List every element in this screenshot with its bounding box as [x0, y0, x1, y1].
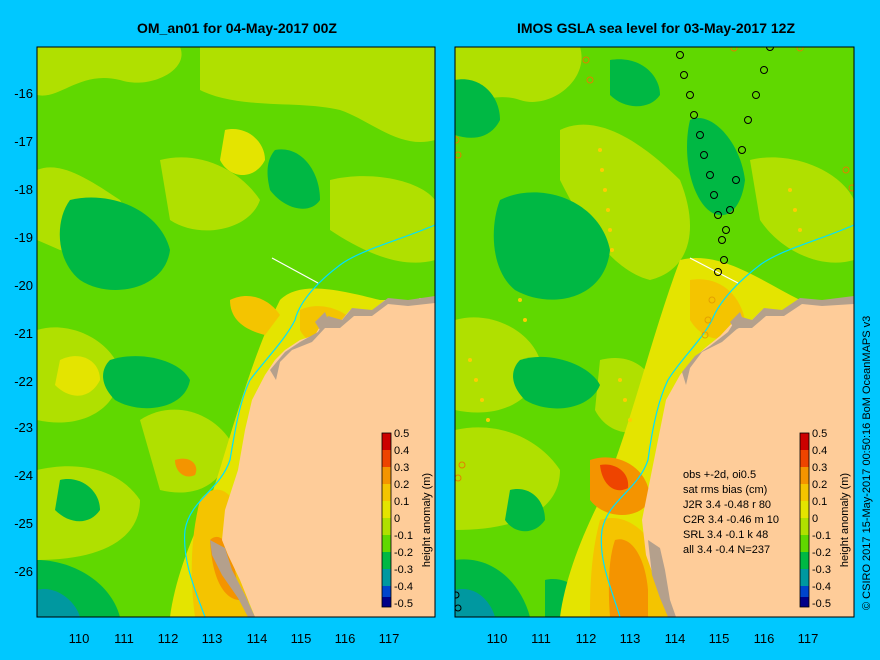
- colorbar-tick: 0.2: [394, 479, 409, 491]
- lon-tick: 114: [665, 631, 686, 646]
- lat-tick: -20: [14, 278, 33, 293]
- lat-tick: -22: [14, 374, 33, 389]
- left-lat-axis: -16 -17 -18 -19 -20 -21 -22 -23 -24 -25 …: [14, 86, 33, 579]
- stats-line: C2R 3.4 -0.46 m 10: [683, 514, 779, 526]
- colorbar-tick: 0.3: [394, 462, 409, 474]
- lon-tick: 112: [158, 631, 179, 646]
- altimetry-dots: [468, 148, 802, 422]
- lon-tick: 115: [709, 631, 730, 646]
- colorbar-tick: 0.4: [394, 445, 409, 457]
- lat-tick: -23: [14, 420, 33, 435]
- colorbar-tick: 0.5: [394, 428, 409, 440]
- colorbar-label: height anomaly (m): [839, 473, 851, 567]
- right-panel-title: IMOS GSLA sea level for 03-May-2017 12Z: [516, 20, 796, 36]
- credit-text: © CSIRO 2017 15-May-2017 00:50:16 BoM Oc…: [861, 316, 873, 610]
- right-colorbar: 0.5 0.4 0.3 0.2 0.1 0 -0.1 -0.2 -0.3 -0.…: [799, 428, 851, 610]
- lat-tick: -26: [14, 564, 33, 579]
- stats-box: obs +-2d, oi0.5 sat rms bias (cm) J2R 3.…: [683, 469, 779, 556]
- left-panel-title: OM_an01 for 04-May-2017 00Z: [137, 20, 337, 36]
- stats-line: SRL 3.4 -0.1 k 48: [683, 529, 768, 541]
- colorbar-tick: 0.4: [812, 445, 827, 457]
- colorbar-tick: 0.2: [812, 479, 827, 491]
- colorbar-tick: -0.2: [812, 547, 831, 559]
- colorbar-tick: -0.5: [394, 598, 413, 610]
- colorbar-tick: -0.4: [812, 581, 831, 593]
- colorbar-tick: -0.1: [394, 530, 413, 542]
- right-map: [455, 47, 854, 617]
- left-map: [37, 47, 435, 617]
- colorbar-tick: 0.1: [394, 496, 409, 508]
- lat-tick: -16: [14, 86, 33, 101]
- left-map-frame: [36, 46, 436, 618]
- lat-tick: -25: [14, 516, 33, 531]
- stats-line: obs +-2d, oi0.5: [683, 469, 756, 481]
- lat-tick: -18: [14, 182, 33, 197]
- lon-tick: 113: [202, 631, 223, 646]
- stats-line: all 3.4 -0.4 N=237: [683, 544, 770, 556]
- left-lon-axis: 110 111 112 113 114 115 116 117: [69, 631, 400, 646]
- lon-tick: 110: [487, 631, 508, 646]
- colorbar-tick: -0.3: [812, 564, 831, 576]
- lat-tick: -19: [14, 230, 33, 245]
- lon-tick: 111: [531, 631, 551, 646]
- right-map-frame: [454, 46, 855, 618]
- colorbar-tick: -0.1: [812, 530, 831, 542]
- lon-tick: 113: [620, 631, 641, 646]
- lon-tick: 116: [335, 631, 356, 646]
- colorbar-tick: 0.3: [812, 462, 827, 474]
- altimetry-track-markers: [455, 47, 854, 612]
- lat-tick: -17: [14, 134, 33, 149]
- colorbar-tick: -0.5: [812, 598, 831, 610]
- lon-tick: 111: [114, 631, 134, 646]
- colorbar-tick: -0.3: [394, 564, 413, 576]
- colorbar-tick: -0.2: [394, 547, 413, 559]
- lon-tick: 112: [576, 631, 597, 646]
- stats-line: sat rms bias (cm): [683, 484, 767, 496]
- lon-tick: 117: [798, 631, 819, 646]
- colorbar-tick: -0.4: [394, 581, 413, 593]
- colorbar-tick: 0.1: [812, 496, 827, 508]
- right-lon-axis: 110 111 112 113 114 115 116 117: [487, 631, 819, 646]
- lon-tick: 117: [379, 631, 400, 646]
- colorbar-label: height anomaly (m): [421, 473, 433, 567]
- lon-tick: 115: [291, 631, 312, 646]
- lon-tick: 114: [247, 631, 268, 646]
- colorbar-tick: 0.5: [812, 428, 827, 440]
- lon-tick: 116: [754, 631, 775, 646]
- lat-tick: -24: [14, 468, 33, 483]
- left-colorbar: 0.5 0.4 0.3 0.2 0.1 0 -0.1 -0.2 -0.3 -0.…: [381, 428, 433, 610]
- lon-tick: 110: [69, 631, 90, 646]
- colorbar-tick: 0: [394, 513, 400, 525]
- stats-line: J2R 3.4 -0.48 r 80: [683, 499, 771, 511]
- colorbar-tick: 0: [812, 513, 818, 525]
- lat-tick: -21: [14, 326, 33, 341]
